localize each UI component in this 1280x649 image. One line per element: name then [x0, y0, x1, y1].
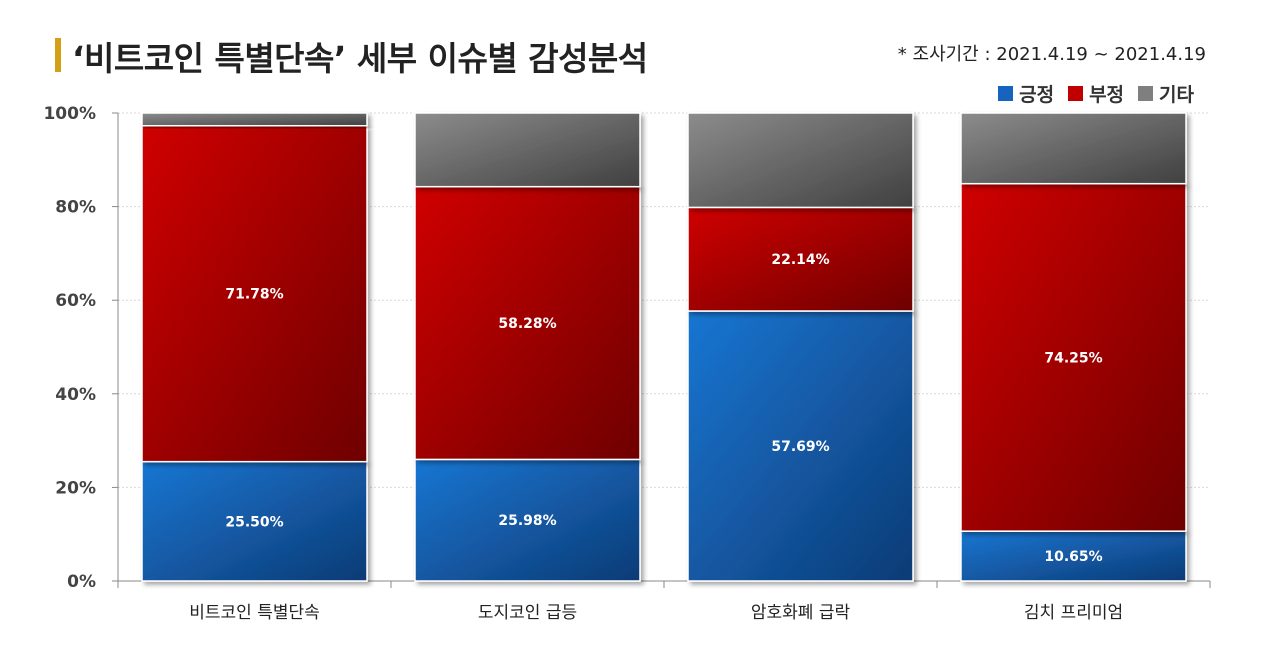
legend-swatch-negative: [1068, 86, 1084, 101]
data-label: 22.14%: [771, 252, 829, 268]
legend-swatch-positive: [998, 86, 1014, 101]
bars: [141, 112, 1187, 582]
legend-label-other: 기타: [1159, 84, 1194, 106]
x-category-label: 암호화폐 급락: [751, 603, 851, 623]
bar-segment-부정: [687, 206, 914, 312]
x-category-label: 비트코인 특별단속: [189, 603, 320, 623]
y-tick-label: 40%: [55, 385, 96, 405]
survey-period-note: * 조사기간 : 2021.4.19 ~ 2021.4.19: [897, 44, 1206, 65]
bar-segment-긍정: [687, 310, 914, 582]
x-category-label: 김치 프리미엄: [1024, 603, 1123, 623]
data-labels: 25.50% 71.78% 25.98% 58.28% 57.69% 22.14% 10.6…: [225, 252, 1102, 565]
data-label: 74.25%: [1044, 350, 1102, 366]
legend-label-positive: 긍정: [1019, 84, 1055, 106]
bar-segment-긍정: [414, 458, 641, 582]
bar-segment-기타: [414, 112, 641, 188]
bar-segment-부정: [414, 185, 641, 461]
legend-item-other: 기타: [1138, 80, 1194, 107]
chart-legend: 긍정 부정 기타: [998, 80, 1194, 107]
data-label: 71.78%: [225, 287, 283, 303]
legend-item-negative: 부정: [1068, 80, 1124, 107]
y-tick-label: 80%: [55, 198, 96, 218]
legend-swatch-other: [1138, 86, 1154, 101]
title-accent-bar: [55, 38, 61, 72]
y-tick-label: 100%: [43, 104, 96, 124]
y-tick-label: 20%: [55, 478, 96, 498]
chart-title: ‘비트코인 특별단속’ 세부 이슈별 감성분석: [72, 39, 648, 78]
data-label: 25.98%: [498, 513, 556, 529]
legend-item-positive: 긍정: [998, 80, 1054, 107]
bar-segment-부정: [960, 182, 1187, 532]
x-category-label: 도지코인 급등: [478, 603, 577, 623]
data-label: 57.69%: [771, 439, 829, 455]
y-tick-label: 0%: [67, 572, 96, 592]
bar-segment-기타: [960, 112, 1187, 185]
y-tick-label: 60%: [55, 291, 96, 311]
data-label: 25.50%: [225, 514, 283, 530]
bar-segment-기타: [687, 112, 914, 209]
bar-segment-기타: [141, 112, 368, 127]
bar-segment-긍정: [141, 460, 368, 582]
bar-segment-부정: [141, 124, 368, 463]
data-label: 58.28%: [498, 316, 556, 332]
legend-label-negative: 부정: [1089, 84, 1125, 106]
data-label: 10.65%: [1044, 549, 1102, 565]
bar-segment-긍정: [960, 530, 1187, 582]
